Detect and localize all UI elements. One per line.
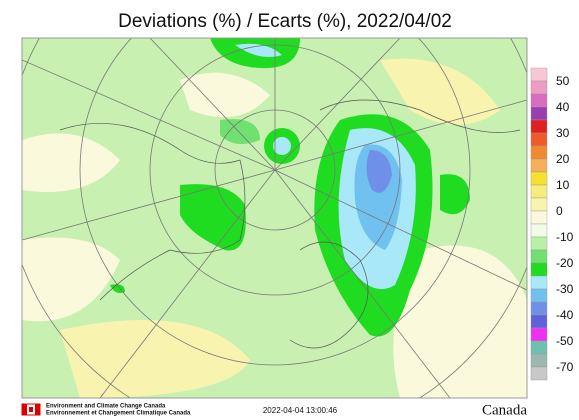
legend-label: -70 — [556, 360, 574, 374]
legend-swatch — [530, 158, 548, 173]
legend-label: -40 — [556, 308, 574, 322]
legend-swatch — [530, 106, 548, 121]
title: Deviations (%) / Ecarts (%), 2022/04/02 — [118, 11, 452, 32]
legend-label: 50 — [556, 74, 570, 88]
legend-swatch — [530, 67, 548, 82]
legend-swatch — [530, 119, 548, 134]
map — [22, 38, 527, 398]
legend-label: -10 — [556, 230, 574, 244]
legend-label: 20 — [556, 152, 570, 166]
legend-swatch — [530, 366, 548, 381]
legend-swatch — [530, 171, 548, 186]
legend-swatch — [530, 314, 548, 329]
legend-swatch — [530, 353, 548, 368]
legend-swatch — [530, 236, 548, 251]
legend-swatch — [530, 80, 548, 95]
map-frame — [21, 37, 528, 399]
legend-swatch — [530, 262, 548, 277]
legend-swatch — [530, 132, 548, 147]
agency-en: Environment and Climate Change Canada — [46, 404, 166, 410]
legend-swatch — [530, 275, 548, 290]
legend-swatch — [530, 93, 548, 108]
legend-swatch — [530, 145, 548, 160]
legend-swatch — [530, 327, 548, 342]
legend-label: 0 — [556, 204, 563, 218]
legend-swatch — [530, 210, 548, 225]
legend-label: -50 — [556, 334, 574, 348]
legend-label: 40 — [556, 100, 570, 114]
legend-label: 10 — [556, 178, 570, 192]
agency-fr: Environnement et Changement Climatique C… — [46, 411, 191, 417]
legend-swatch — [530, 301, 548, 316]
legend-swatch — [530, 223, 548, 238]
legend: 50 40 30 20 10 0 -10 -20 -30 -40 -50 -70 — [530, 67, 574, 381]
wordmark: Canada — [482, 402, 527, 418]
legend-label: 30 — [556, 126, 570, 140]
legend-label: -20 — [556, 256, 574, 270]
legend-swatch — [530, 288, 548, 303]
legend-swatch — [530, 197, 548, 212]
legend-swatch — [530, 249, 548, 264]
legend-swatch — [530, 340, 548, 355]
legend-label: -30 — [556, 282, 574, 296]
legend-swatch — [530, 184, 548, 199]
timestamp: 2022-04-04 13:00:46 — [263, 406, 338, 415]
